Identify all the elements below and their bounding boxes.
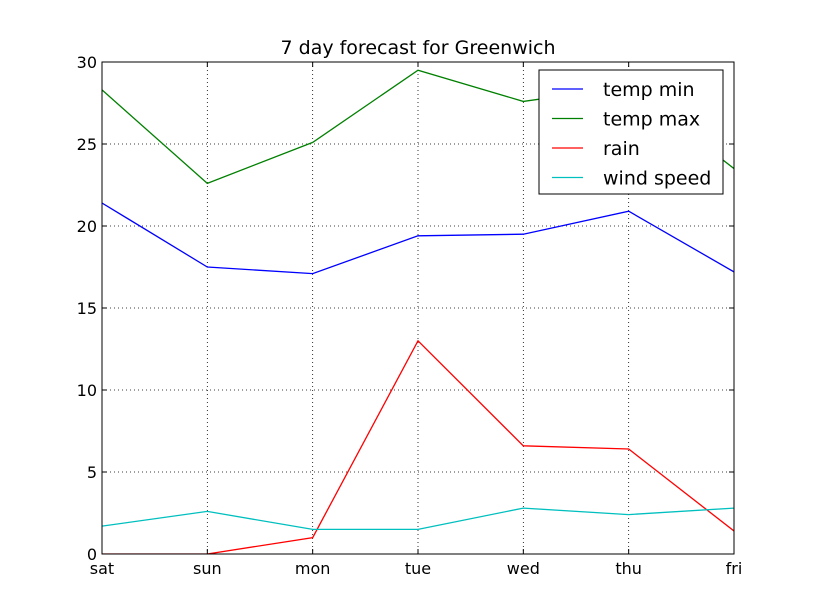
y-tick-label: 10 — [77, 381, 97, 400]
x-tick-label: wed — [507, 559, 540, 578]
y-tick-label: 15 — [77, 299, 97, 318]
legend-label-temp-min: temp min — [603, 79, 695, 101]
y-tick-label: 0 — [87, 545, 97, 564]
ticks — [101, 61, 735, 555]
series-line-rain — [102, 339, 734, 554]
x-tick-label: mon — [295, 559, 331, 578]
series-line-temp-min — [102, 202, 734, 275]
y-tick-label: 5 — [87, 463, 97, 482]
x-tick-label: thu — [615, 559, 642, 578]
y-tick-label: 25 — [77, 135, 97, 154]
legend-box — [538, 69, 724, 195]
legend-label-wind-speed: wind speed — [603, 168, 711, 190]
x-tick-label: tue — [405, 559, 431, 578]
chart-title: 7 day forecast for Greenwich — [281, 37, 556, 59]
y-tick-label: 20 — [77, 217, 97, 236]
series-line-wind-speed — [102, 507, 734, 531]
legend-label-rain: rain — [603, 138, 640, 160]
y-tick-labels: 0 5 10 15 20 25 30 — [77, 53, 97, 564]
legend-label-temp-max: temp max — [603, 109, 700, 131]
x-tick-labels: sat sun mon tue wed thu fri — [90, 559, 743, 578]
x-tick-label: sat — [90, 559, 114, 578]
x-tick-label: fri — [726, 559, 743, 578]
x-tick-label: sun — [193, 559, 222, 578]
y-tick-label: 30 — [77, 53, 97, 72]
legend: temp min temp max rain wind speed — [538, 69, 724, 195]
